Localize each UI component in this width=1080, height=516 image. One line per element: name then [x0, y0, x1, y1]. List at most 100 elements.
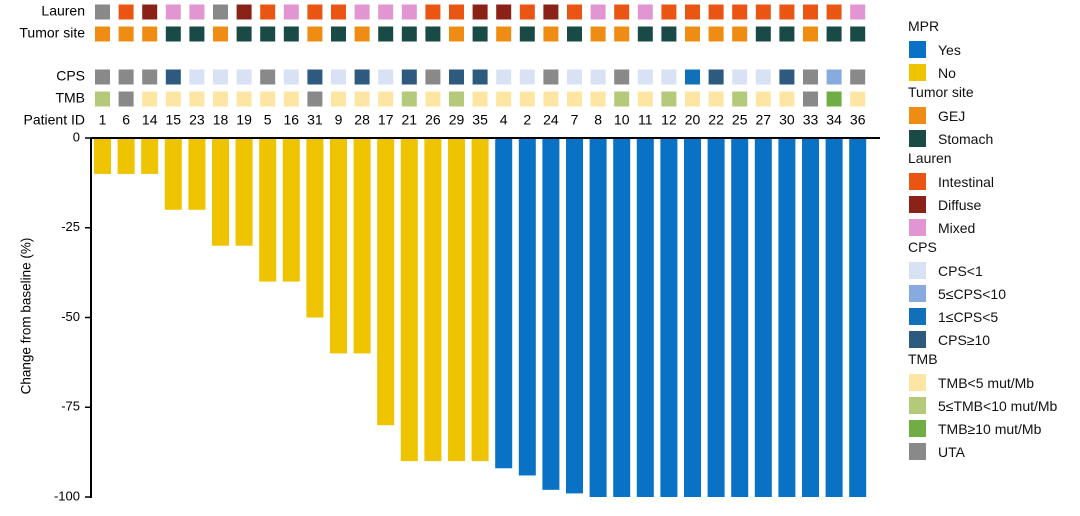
legend-label: 5≤CPS<10 [938, 285, 1007, 302]
patient-id-label: 17 [378, 112, 394, 128]
patient-id-label: 33 [803, 112, 819, 128]
annotation-cell-lauren [661, 4, 677, 20]
annotation-cell-lauren [354, 4, 370, 20]
annotation-cell-tumor-site [567, 26, 582, 42]
annotation-cell-tumor-site [685, 26, 700, 42]
annotation-cell-tumor-site [803, 26, 818, 42]
y-tick-label: -25 [61, 219, 80, 234]
annotation-cell-tumor-site [708, 26, 724, 42]
bar-patient-11 [636, 139, 654, 497]
annotation-cell-tumor-site [189, 26, 205, 42]
legend-label: Diffuse [938, 196, 982, 213]
legend-swatch [909, 196, 926, 213]
bar-patient-6 [117, 139, 135, 174]
legend-label: TMB≥10 mut/Mb [938, 420, 1042, 437]
annotation-cell-cps [567, 69, 582, 85]
annotation-cell-lauren [732, 4, 748, 20]
annotation-cell-cps [826, 69, 842, 85]
legend-swatch [909, 420, 926, 437]
annotation-cell-cps [401, 69, 417, 85]
annotation-cell-tmb [142, 91, 158, 107]
bar-patient-2 [518, 139, 536, 476]
patient-id-label: 2 [523, 112, 531, 128]
annotation-cell-lauren [850, 4, 866, 20]
patient-id-label: 18 [213, 112, 229, 128]
legend-item: Mixed [908, 216, 1076, 239]
annotation-cell-lauren [189, 4, 205, 20]
bar-patient-14 [141, 139, 159, 174]
legend-group-tumor-site: Tumor site GEJ Stomach [908, 84, 1076, 150]
annotation-cell-tumor-site [236, 26, 252, 42]
bar-patient-31 [306, 139, 324, 318]
legend: MPR Yes No Tumor site GEJ Stomach Lauren Intest… [908, 18, 1076, 463]
legend-group-cps: CPS CPS<1 5≤CPS<10 1≤CPS<5 CPS≥10 [908, 239, 1076, 351]
legend-swatch [909, 374, 926, 391]
legend-label: 5≤TMB<10 mut/Mb [938, 397, 1058, 414]
annotation-cell-cps [213, 69, 228, 85]
annotation-cell-lauren [543, 4, 559, 20]
legend-swatch [909, 262, 926, 279]
legend-item: Stomach [908, 127, 1076, 150]
patient-id-label: 12 [661, 112, 677, 128]
legend-swatch [909, 331, 926, 348]
bar-patient-36 [849, 139, 867, 497]
annotation-cell-tmb [425, 91, 441, 107]
patient-id-label: 10 [614, 112, 630, 128]
annotation-cell-cps [142, 69, 158, 85]
y-tick-label: 0 [73, 129, 80, 144]
bar-patient-7 [566, 139, 583, 494]
annotation-cell-tumor-site [590, 26, 606, 42]
legend-item: No [908, 61, 1076, 84]
annotation-cell-cps [543, 69, 559, 85]
patient-id-label: 16 [284, 112, 300, 128]
patient-id-label: 19 [236, 112, 252, 128]
patient-id-label: 24 [543, 112, 559, 128]
annotation-cell-tmb [283, 91, 299, 107]
annotation-cell-lauren [449, 4, 464, 20]
bar-patient-33 [802, 139, 819, 497]
annotation-cell-tmb [543, 91, 559, 107]
annotation-cell-lauren [331, 4, 346, 20]
annotation-cell-tmb [614, 91, 630, 107]
bar-patient-15 [164, 139, 182, 210]
legend-item: CPS<1 [908, 259, 1076, 282]
annotation-cell-tumor-site [331, 26, 346, 42]
patient-id-label: 5 [264, 112, 272, 128]
legend-group-lauren: Lauren Intestinal Diffuse Mixed [908, 150, 1076, 239]
annotation-cell-tmb [567, 91, 582, 107]
patient-id-label: 9 [335, 112, 343, 128]
patient-id-label: 8 [594, 112, 602, 128]
legend-label: Yes [938, 41, 961, 58]
patient-id-label: 22 [708, 112, 724, 128]
annotation-cell-lauren [307, 4, 323, 20]
annotation-cell-lauren [142, 4, 158, 20]
patient-id-label: 27 [756, 112, 772, 128]
legend-item: GEJ [908, 104, 1076, 127]
annotation-cell-lauren [378, 4, 394, 20]
patient-id-label: 7 [571, 112, 579, 128]
annotation-cell-lauren [283, 4, 299, 20]
row-label-tumor-site: Tumor site [19, 25, 85, 41]
annotation-cell-cps [519, 69, 535, 85]
annotation-cell-tmb [803, 91, 818, 107]
annotation-cell-tumor-site [354, 26, 370, 42]
legend-title: TMB [908, 351, 938, 367]
legend-label: 1≤CPS<5 [938, 308, 999, 325]
annotation-cell-tumor-site [449, 26, 464, 42]
annotation-cell-tumor-site [755, 26, 771, 42]
annotation-cell-cps [779, 69, 795, 85]
patient-id-label: 15 [166, 112, 182, 128]
legend-swatch [909, 41, 926, 58]
patient-id-label: 26 [425, 112, 441, 128]
annotation-cell-lauren [779, 4, 795, 20]
patient-id-label: 11 [638, 112, 653, 128]
annotation-cell-tmb [449, 91, 464, 107]
bar-patient-8 [589, 139, 607, 497]
annotation-cell-cps [449, 69, 464, 85]
annotation-cell-cps [755, 69, 771, 85]
bar-patient-21 [400, 139, 418, 462]
legend-group-tmb: TMB TMB<5 mut/Mb 5≤TMB<10 mut/Mb TMB≥10 mut… [908, 351, 1076, 463]
row-label-patient-id: Patient ID [24, 112, 85, 128]
annotation-cell-cps [614, 69, 630, 85]
annotation-cell-tmb [685, 91, 700, 107]
